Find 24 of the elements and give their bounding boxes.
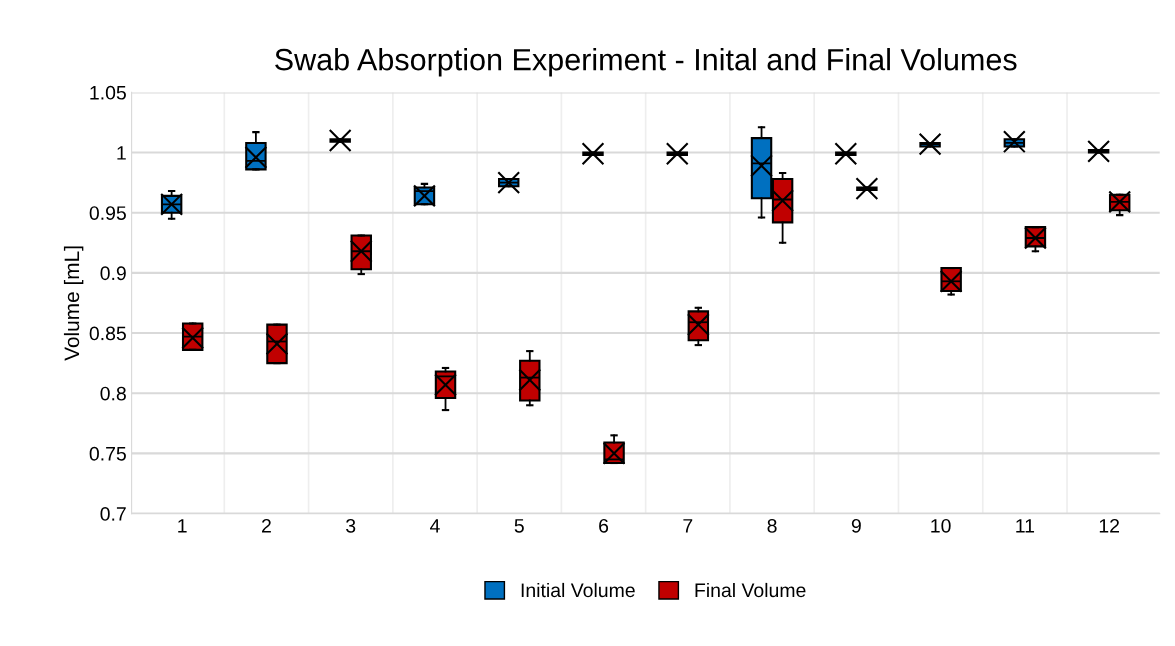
legend-label: Final Volume (695, 582, 806, 598)
y-tick-label: 0.8 (100, 386, 126, 401)
x-tick-label: 11 (1016, 519, 1035, 533)
x-tick-label: 5 (514, 519, 524, 533)
y-tick-label: 1.05 (90, 85, 126, 100)
x-tick-label: 12 (1099, 518, 1119, 533)
y-axis-title: Volume [mL] (63, 246, 84, 361)
x-tick-label: 9 (851, 518, 861, 533)
y-tick-label: 0.7 (100, 507, 126, 521)
x-tick-label: 3 (346, 518, 356, 533)
x-tick-label: 6 (599, 518, 609, 533)
legend-label: Initial Volume (521, 582, 635, 598)
y-tick-label: 1 (117, 146, 126, 160)
y-tick-label: 0.85 (89, 326, 126, 341)
y-tick-label: 0.95 (89, 206, 126, 220)
y-tick-label: 0.75 (89, 446, 126, 461)
x-tick-label: 1 (178, 519, 187, 533)
x-tick-label: 4 (430, 519, 440, 533)
chart-title: Swab Absorption Experiment - Inital and Final Volumes (275, 48, 1017, 77)
x-tick-label: 2 (262, 518, 271, 533)
x-tick-label: 7 (683, 519, 693, 533)
y-tick-label: 0.9 (100, 266, 126, 281)
x-tick-label: 10 (931, 518, 951, 533)
x-tick-label: 8 (767, 518, 777, 533)
